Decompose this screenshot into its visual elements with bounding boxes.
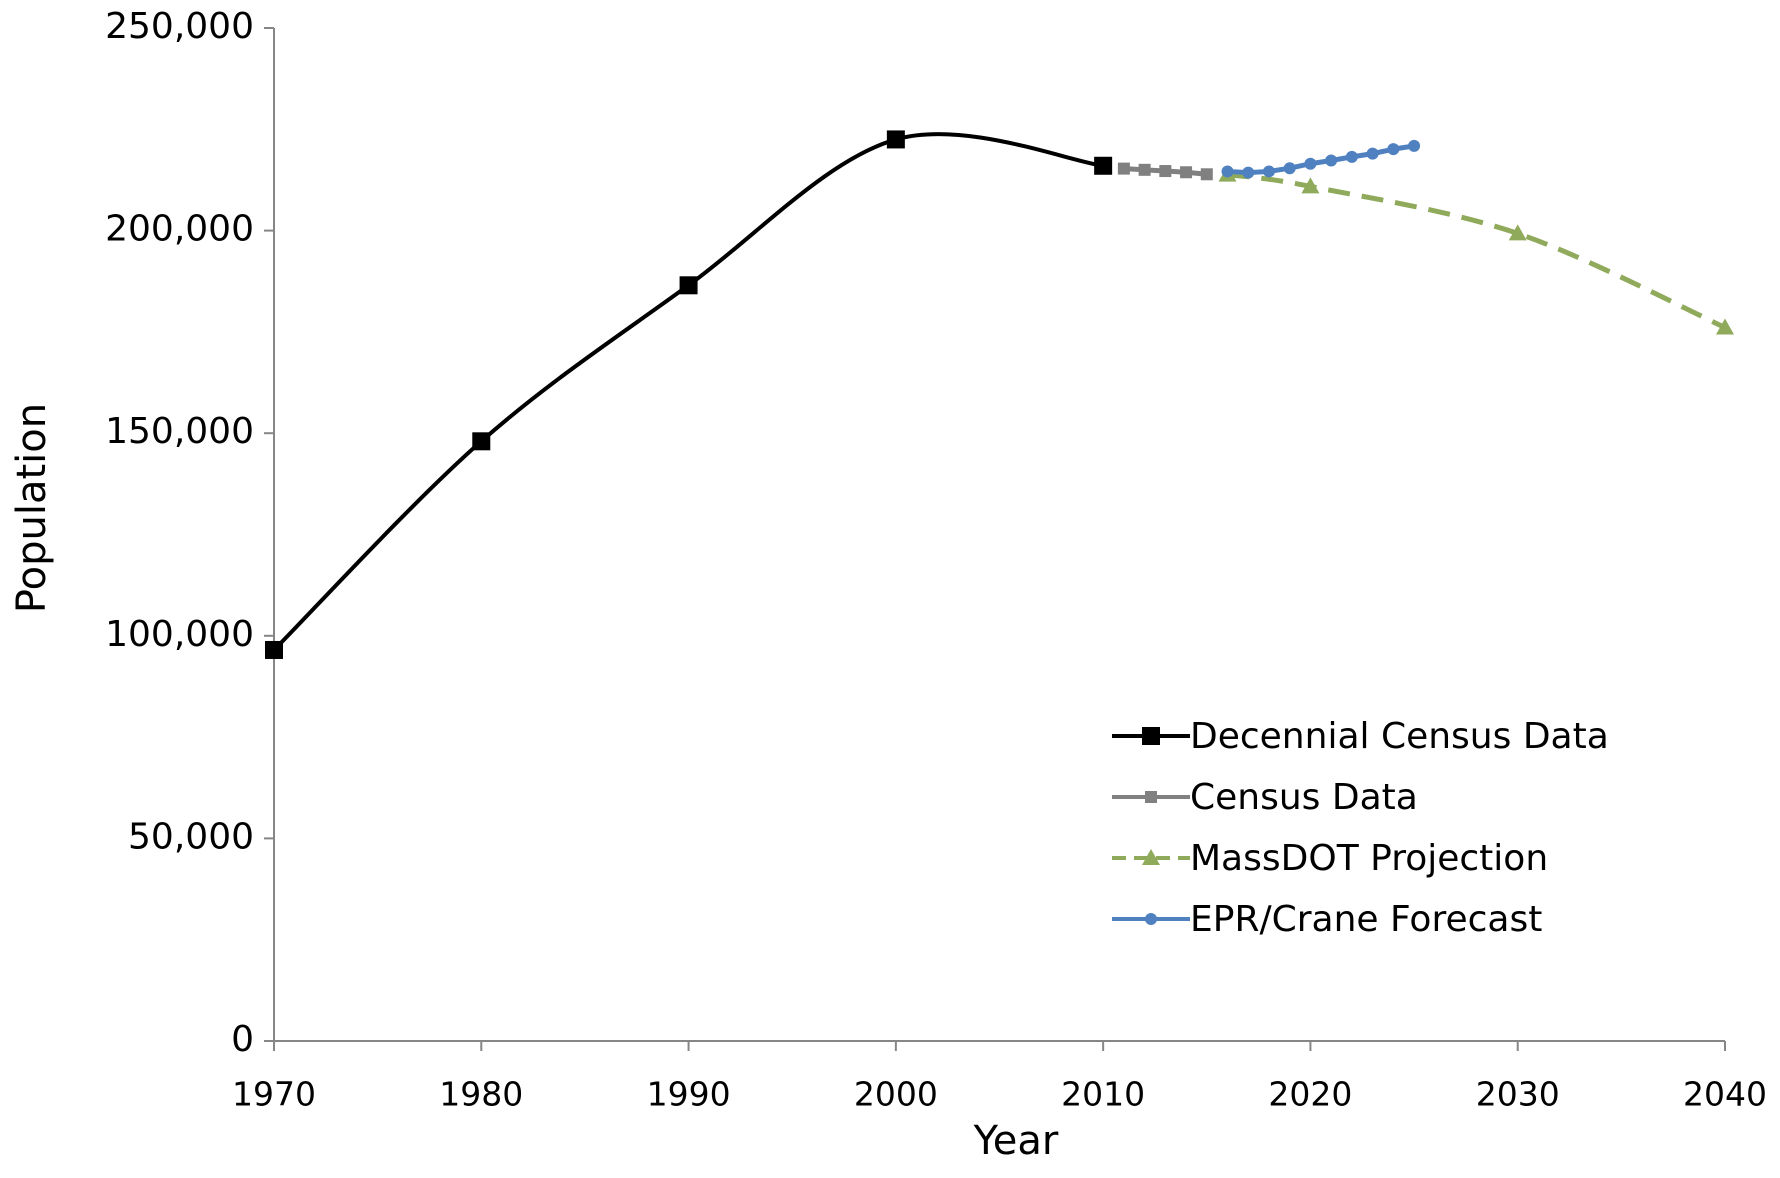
y-tick-label: 150,000 [105, 411, 254, 452]
data-point [1262, 165, 1275, 178]
data-point [1387, 143, 1400, 156]
data-point [1283, 162, 1296, 175]
x-tick-label: 2020 [1268, 1075, 1352, 1114]
y-tick-label: 0 [231, 1019, 254, 1060]
legend-marker [1142, 849, 1160, 865]
legend-marker [1142, 727, 1160, 745]
data-point [1094, 156, 1113, 175]
x-tick-label: 1980 [439, 1075, 523, 1114]
data-point [1716, 318, 1734, 335]
legend-label: MassDOT Projection [1190, 838, 1548, 879]
legend-marker [1145, 791, 1157, 803]
data-point [265, 640, 283, 659]
data-point [1117, 162, 1130, 175]
x-tick-label: 2040 [1683, 1075, 1767, 1114]
data-point [1325, 154, 1338, 167]
y-axis-label: Population [9, 403, 55, 613]
data-point [679, 276, 698, 295]
series-line [1227, 143, 1415, 176]
data-point [1180, 166, 1193, 179]
y-tick-label: 100,000 [105, 614, 254, 655]
x-tick-label: 1970 [232, 1075, 316, 1114]
legend-label: Census Data [1190, 777, 1418, 818]
data-point [886, 130, 905, 149]
data-point [1301, 177, 1320, 194]
legend-label: EPR/Crane Forecast [1190, 899, 1542, 940]
x-tick-label: 2010 [1061, 1075, 1145, 1114]
data-point [1221, 165, 1234, 178]
series-line [272, 132, 1104, 652]
data-point [472, 432, 491, 451]
data-point [1408, 139, 1421, 152]
data-point [1242, 166, 1255, 179]
data-point [1159, 165, 1172, 178]
x-tick-label: 1990 [647, 1075, 731, 1114]
x-tick-label: 2030 [1476, 1075, 1560, 1114]
legend-label: Decennial Census Data [1190, 716, 1609, 757]
y-tick-label: 250,000 [105, 6, 254, 47]
data-point [1345, 150, 1358, 163]
data-point [1366, 147, 1379, 160]
data-point [1508, 224, 1527, 241]
y-tick-label: 200,000 [105, 209, 254, 250]
legend-marker [1145, 913, 1157, 925]
x-tick-label: 2000 [854, 1075, 938, 1114]
data-point [1304, 157, 1317, 170]
data-point [1200, 168, 1213, 181]
x-axis-label: Year [973, 1118, 1059, 1164]
data-point [1138, 163, 1151, 176]
series-line [1227, 172, 1727, 330]
y-tick-label: 50,000 [128, 816, 254, 857]
